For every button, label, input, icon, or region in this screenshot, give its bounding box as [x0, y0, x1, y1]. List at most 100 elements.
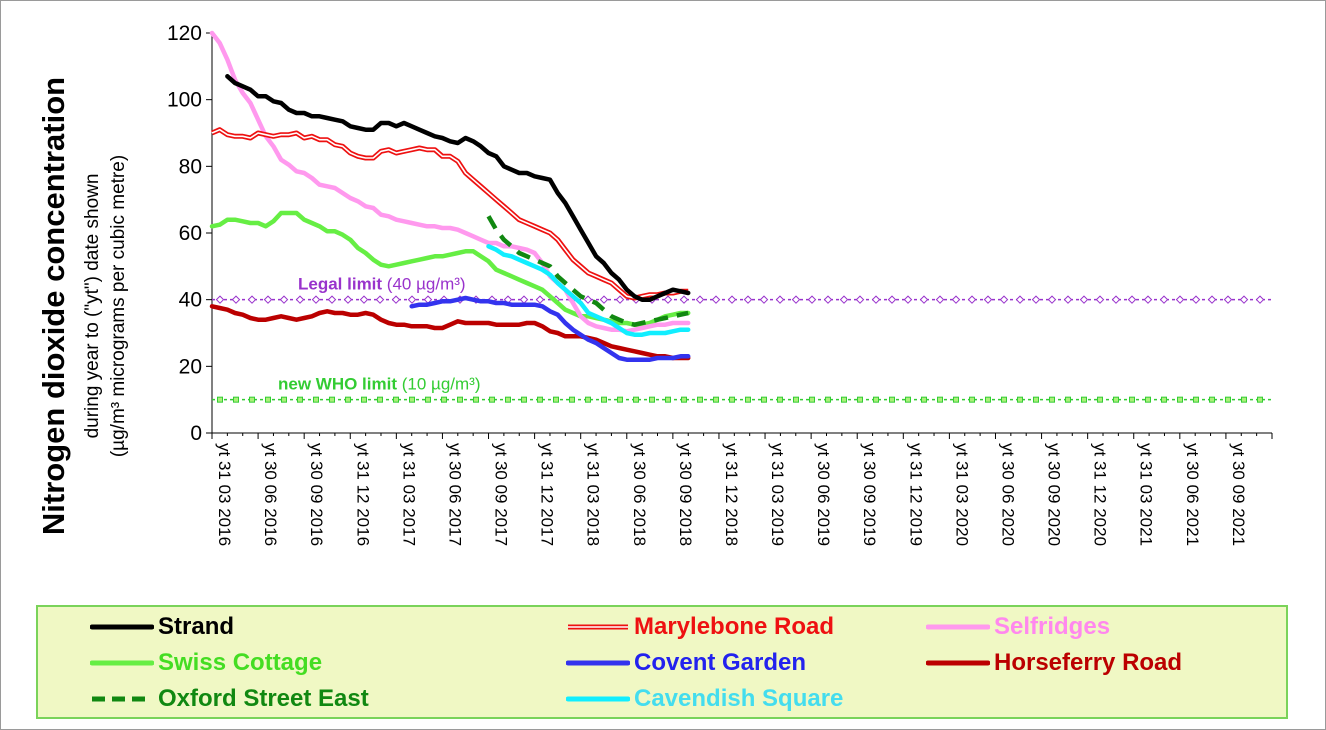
x-tick-label: yt 30 06 2016 [261, 443, 280, 546]
legend-swatch-strand [90, 624, 154, 630]
who-limit-marker [1193, 396, 1199, 403]
legal-limit-marker [1127, 295, 1137, 304]
legend-item-marylebone: Marylebone Road [566, 609, 834, 645]
legal-limit-marker [791, 295, 801, 304]
legal-limit-marker [695, 295, 705, 304]
legend-item-horseferry: Horseferry Road [926, 645, 1182, 681]
who-limit-marker [1177, 396, 1183, 403]
who-limit-marker [665, 396, 671, 403]
who-limit-marker [857, 396, 863, 403]
x-tick-label: yt 30 06 2020 [998, 443, 1017, 546]
who-limit-marker [1129, 396, 1135, 403]
who-limit-marker [697, 396, 703, 403]
legal-limit-marker [231, 295, 241, 304]
who-limit-marker [1145, 396, 1151, 403]
legal-limit-marker [807, 295, 817, 304]
who-limit-marker [313, 396, 319, 403]
y-tick-label: 80 [179, 155, 202, 178]
x-tick-label: yt 31 03 2018 [584, 443, 603, 546]
who-limit-marker [681, 396, 687, 403]
who-limit-marker [825, 396, 831, 403]
x-tick-label: yt 30 06 2021 [1183, 443, 1202, 546]
legend-item-oxford: Oxford Street East [90, 681, 369, 717]
legal-limit-marker [1143, 295, 1153, 304]
legal-limit-marker [1255, 295, 1265, 304]
who-limit-marker [425, 396, 431, 403]
x-tick-label: yt 30 09 2016 [307, 443, 326, 546]
who-limit-marker [1081, 396, 1087, 403]
legal-limit-marker [1079, 295, 1089, 304]
who-limit-label-value: (10 µg/m³) [402, 375, 481, 394]
x-tick-label: yt 30 09 2018 [676, 443, 695, 546]
who-limit-marker [1097, 396, 1103, 403]
legend-swatch-marylebone [568, 624, 628, 630]
legal-limit-marker [1175, 295, 1185, 304]
x-tick-label: yt 30 06 2018 [630, 443, 649, 546]
series-marylebone-inner [211, 128, 689, 299]
legal-limit-marker [1095, 295, 1105, 304]
legend-item-strand: Strand [90, 609, 234, 645]
legal-limit-marker [919, 295, 929, 304]
legal-limit-marker [871, 295, 881, 304]
legal-limit-marker [423, 295, 433, 304]
who-limit-marker [585, 396, 591, 403]
legal-limit-label-value: (40 µg/m³) [387, 275, 466, 294]
legal-limit-marker [1063, 295, 1073, 304]
series-group [209, 30, 691, 362]
legal-limit-marker [1047, 295, 1057, 304]
y-tick-label: 40 [179, 289, 202, 312]
series-selfridges-line [209, 30, 691, 334]
series-covent-line [409, 295, 691, 362]
who-limit-marker [969, 396, 975, 403]
legal-limit-marker [759, 295, 769, 304]
who-limit-marker [1241, 396, 1247, 403]
who-limit-marker [1257, 396, 1263, 403]
legal-limit-marker [215, 295, 225, 304]
legend-swatch-selfridges [926, 624, 990, 630]
legend-label-marylebone: Marylebone Road [634, 613, 835, 640]
who-limit-marker [729, 396, 735, 403]
legend-item-selfridges: Selfridges [926, 609, 1110, 645]
who-limit-marker [1113, 396, 1119, 403]
who-limit-marker [281, 396, 287, 403]
x-tick-label: yt 31 12 2017 [538, 443, 557, 546]
who-limit-marker [441, 396, 447, 403]
who-limit-marker [297, 396, 303, 403]
legal-limit-marker [855, 295, 865, 304]
legal-limit-marker [775, 295, 785, 304]
legal-limit-marker [743, 295, 753, 304]
who-limit-marker [617, 396, 623, 403]
who-limit-marker [457, 396, 463, 403]
who-limit-marker [873, 396, 879, 403]
legend-label-swiss: Swiss Cottage [158, 649, 323, 676]
x-tick-label: yt 31 03 2021 [1137, 443, 1156, 546]
who-limit-marker [1225, 396, 1231, 403]
legend-swatch-covent [566, 660, 630, 666]
x-tick-label: yt 31 03 2020 [952, 443, 971, 546]
y-tick-label: 0 [190, 422, 202, 445]
legal-limit-marker [375, 295, 385, 304]
legal-limit-marker [679, 295, 689, 304]
legal-limit-marker [823, 295, 833, 304]
legal-limit-marker [887, 295, 897, 304]
y-axis-title: Nitrogen dioxide concentration [36, 77, 71, 535]
legal-limit-marker [295, 295, 305, 304]
who-limit-marker [953, 396, 959, 403]
y-tick-label: 20 [179, 355, 202, 378]
legal-limit-marker [535, 295, 545, 304]
legal-limit-marker [407, 295, 417, 304]
who-limit-marker [793, 396, 799, 403]
legal-limit-marker [1207, 295, 1217, 304]
who-limit-marker [1161, 396, 1167, 403]
legal-limit-marker [967, 295, 977, 304]
who-limit-marker [601, 396, 607, 403]
legend-item-covent: Covent Garden [566, 645, 806, 681]
legal-limit-marker [727, 295, 737, 304]
who-limit-marker [409, 396, 415, 403]
who-limit-marker [1017, 396, 1023, 403]
series-strand-line [225, 74, 691, 302]
legal-limit-marker [359, 295, 369, 304]
legal-limit-marker [999, 295, 1009, 304]
who-limit-marker [649, 396, 655, 403]
legal-limit-marker [247, 295, 257, 304]
